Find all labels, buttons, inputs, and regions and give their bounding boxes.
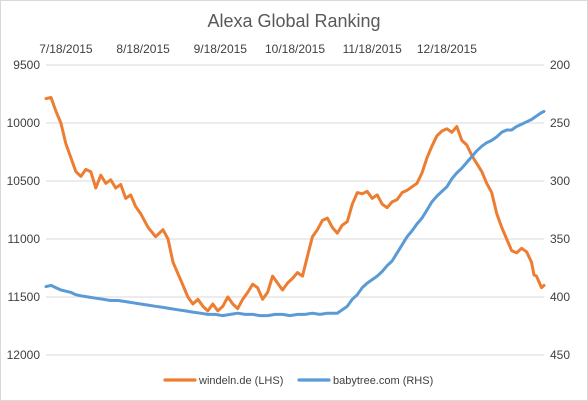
right-axis-tick-label: 450 [550,348,570,362]
left-axis-tick-label: 9500 [13,58,40,72]
chart-title: Alexa Global Ranking [207,11,380,31]
right-axis-tick-labels: 200 250 300 350 400 450 [550,58,570,362]
x-axis-tick-label: 8/18/2015 [116,42,170,56]
x-axis-tick-label: 10/18/2015 [265,42,325,56]
left-axis-tick-label: 11000 [8,232,41,246]
left-axis-tick-label: 10500 [7,174,41,188]
right-axis-tick-label: 250 [550,116,570,130]
legend-label-babytree: babytree.com (RHS) [333,375,433,387]
right-axis-tick-label: 300 [550,174,570,188]
grid-layer [46,64,544,356]
left-axis-tick-label: 11500 [8,290,41,304]
right-axis-tick-label: 400 [550,290,570,304]
left-axis-tick-label: 10000 [7,116,41,130]
legend: windeln.de (LHS) babytree.com (RHS) [163,375,433,387]
x-axis-tick-label: 12/18/2015 [417,42,477,56]
x-axis-tick-label: 11/18/2015 [343,42,402,56]
x-axis-tick-label: 9/18/2015 [194,42,248,56]
legend-label-windeln: windeln.de (LHS) [198,375,283,387]
series-line-babytree [44,109,546,318]
x-tick-labels: 7/18/2015 8/18/2015 9/18/2015 10/18/2015 11/… [39,42,477,56]
series-line-windeln [44,96,546,313]
left-axis-tick-labels: 9500 10000 10500 11000 11500 12000 [7,58,41,362]
series-layer [44,96,546,318]
right-axis-tick-label: 200 [550,58,570,72]
right-axis-tick-label: 350 [550,232,570,246]
x-axis-tick-label: 7/18/2015 [39,42,93,56]
left-axis-tick-label: 12000 [7,348,41,362]
